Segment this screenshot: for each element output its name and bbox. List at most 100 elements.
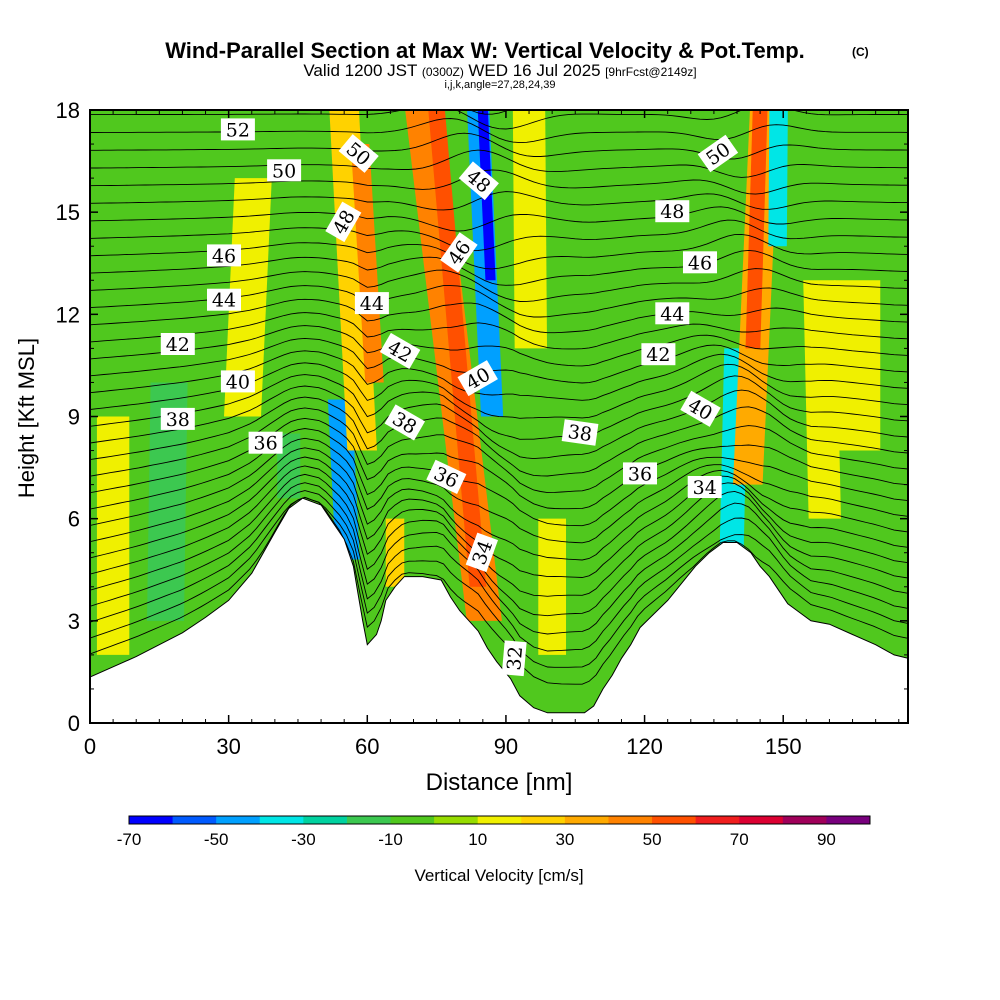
theta-label-text: 48 <box>660 201 684 223</box>
theta-label-text: 46 <box>212 245 236 267</box>
theta-label-text: 44 <box>212 290 236 312</box>
y-tick-label: 18 <box>56 98 80 123</box>
colorbar-bin <box>434 816 479 824</box>
theta-contour-2 <box>90 490 908 652</box>
colorbar-bin <box>477 816 522 824</box>
colorbar-bin <box>521 816 566 824</box>
colorbar-bin <box>652 816 697 824</box>
theta-contour-22 <box>90 268 908 302</box>
x-tick-label: 60 <box>355 734 379 759</box>
colorbar-bin <box>129 816 174 824</box>
w-band-17 <box>224 178 272 417</box>
colorbar-tick-label: 70 <box>730 830 749 849</box>
theta-label-0: 52 <box>220 118 255 141</box>
x-tick-label: 150 <box>765 734 802 759</box>
theta-contour-13 <box>90 385 908 460</box>
colorbar-tick-label: 90 <box>817 830 836 849</box>
w-band-19 <box>96 416 130 655</box>
colorbar-bin <box>826 816 871 824</box>
theta-contour-32 <box>90 110 908 130</box>
theta-contour-9 <box>90 428 908 527</box>
theta-contour-7 <box>90 447 908 561</box>
theta-contour-23 <box>90 249 908 286</box>
theta-contour-33 <box>469 110 510 115</box>
theta-label-text: 36 <box>254 433 278 455</box>
theta-contour-6 <box>90 456 908 578</box>
colorbar-frame <box>128 815 871 825</box>
theta-contour-14 <box>90 374 908 440</box>
colorbar-bin <box>739 816 784 824</box>
theta-label-24: 36 <box>623 462 657 485</box>
chart-subtitle-indices: i,j,k,angle=27,28,24,39 <box>444 79 555 91</box>
x-tick-label: 90 <box>494 734 518 759</box>
theta-label-text: 50 <box>272 160 296 182</box>
y-axis-label: Height [Kft MSL] <box>14 338 39 498</box>
subtitle-valid: Valid 1200 JST <box>303 61 417 80</box>
theta-label-text: 34 <box>693 477 717 499</box>
theta-label-1: 50 <box>267 159 302 182</box>
colorbar-bin <box>346 816 392 824</box>
theta-contour-1 <box>90 496 908 668</box>
theta-label-text: 52 <box>226 119 250 141</box>
theta-label-7: 46 <box>207 244 241 267</box>
theta-label-10: 44 <box>207 288 241 312</box>
theta-contour-10 <box>90 417 908 510</box>
w-band-18 <box>834 280 881 451</box>
y-tick-label: 3 <box>68 609 80 634</box>
theta-contour-18 <box>90 325 908 367</box>
w-band-13 <box>538 518 567 655</box>
theta-label-5: 48 <box>655 200 690 223</box>
theta-contour-11 <box>90 407 908 494</box>
colorbar-bin <box>695 816 740 824</box>
y-tick-label: 15 <box>56 200 80 225</box>
theta-contour-5 <box>90 465 908 597</box>
theta-contour-12 <box>90 396 908 477</box>
theta-contour-20 <box>90 298 908 334</box>
w-band-4 <box>428 110 487 587</box>
x-axis: 0 30 60 90 120 150 <box>84 110 900 759</box>
colorbar-tick-label: 10 <box>468 830 487 849</box>
theta-contour-28 <box>90 169 908 195</box>
w-band-10 <box>745 110 768 349</box>
theta-label-9: 46 <box>683 251 717 274</box>
colorbar-tick-label: -50 <box>204 830 229 849</box>
x-tick-label: 30 <box>216 734 240 759</box>
colorbar-bin <box>172 816 217 824</box>
theta-label-13: 42 <box>160 333 195 356</box>
theta-label-19: 38 <box>160 407 195 431</box>
theta-contour-8 <box>90 437 908 544</box>
colorbar-label: Vertical Velocity [cm/s] <box>414 866 583 885</box>
theta-contour-19 <box>90 312 908 350</box>
theta-label-27: 32 <box>501 640 527 677</box>
y-tick-label: 12 <box>56 302 80 327</box>
theta-contour-17 <box>90 337 908 384</box>
theta-label-text: 36 <box>628 463 652 485</box>
colorbar: -70 -50 -30 -10 10 30 50 70 90 <box>117 815 871 849</box>
theta-label-text: 38 <box>166 409 190 431</box>
chart-title: Wind-Parallel Section at Max W: Vertical… <box>165 38 805 63</box>
colorbar-tick-label: -30 <box>291 830 316 849</box>
x-axis-label: Distance [nm] <box>426 769 573 796</box>
theta-label-8: 46 <box>440 232 478 273</box>
theta-label-11: 44 <box>354 292 389 315</box>
terrain-mask <box>90 497 908 723</box>
y-tick-label: 9 <box>68 405 80 430</box>
colorbar-tick-label: -70 <box>117 830 142 849</box>
colorbar-bin <box>782 816 827 824</box>
w-band-12 <box>803 280 841 519</box>
colorbar-bin <box>303 816 348 824</box>
theta-label-text: 46 <box>688 252 712 274</box>
theta-label-text: 44 <box>660 303 684 325</box>
colorbar-bin <box>564 816 609 824</box>
theta-contour-30 <box>90 132 908 160</box>
copyright-mark: (C) <box>852 45 869 59</box>
chart-subtitle: Valid 1200 JST (0300Z) WED 16 Jul 2025 [… <box>303 61 696 80</box>
colorbar-bin <box>390 816 435 824</box>
w-band-14 <box>385 518 405 587</box>
theta-label-22: 36 <box>248 431 283 455</box>
subtitle-date: WED 16 Jul 2025 <box>468 61 600 80</box>
